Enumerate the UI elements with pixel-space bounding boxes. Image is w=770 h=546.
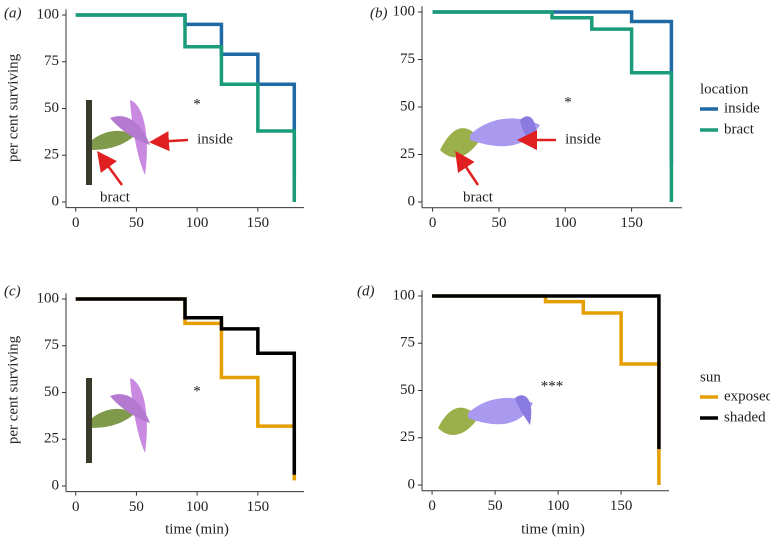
x-tick-label: 50 — [491, 215, 506, 231]
y-tick-label: 25 — [44, 147, 59, 163]
y-tick-label: 0 — [52, 477, 60, 493]
x-tick-label: 0 — [72, 215, 80, 231]
x-tick-label: 150 — [247, 215, 270, 231]
y-tick-label: 100 — [37, 290, 60, 306]
y-tick-label: 25 — [400, 146, 415, 162]
flower-illustration — [440, 116, 540, 158]
y-axis-label: per cent surviving — [5, 335, 21, 444]
flower-illustration — [86, 100, 150, 185]
legend-label: inside — [724, 100, 760, 116]
annotation: inside — [197, 131, 233, 147]
x-tick-label: 50 — [129, 215, 144, 231]
y-tick-label: 100 — [393, 3, 416, 19]
y-tick-label: 100 — [393, 287, 416, 303]
annotation: * — [193, 96, 201, 112]
x-tick-label: 100 — [547, 498, 570, 514]
y-tick-label: 0 — [408, 193, 416, 209]
x-axis-label: time (min) — [165, 521, 229, 537]
x-axis-label: time (min) — [521, 521, 585, 537]
x-tick-label: 150 — [247, 499, 270, 515]
x-tick-label: 100 — [186, 499, 209, 515]
y-tick-label: 0 — [408, 476, 416, 492]
annotation: * — [193, 383, 201, 399]
y-tick-label: 50 — [44, 384, 59, 400]
y-axis-label: per cent surviving — [5, 53, 21, 162]
x-tick-label: 50 — [488, 498, 503, 514]
panel-label: (a) — [4, 5, 22, 21]
annotation: inside — [565, 131, 601, 147]
annotation-arrows — [97, 130, 556, 186]
x-tick-label: 100 — [554, 215, 577, 231]
legend-label: exposed — [724, 388, 770, 404]
legend-label: bract — [724, 121, 755, 137]
survival-curve — [75, 297, 297, 475]
legend-label: shaded — [724, 409, 766, 425]
y-tick-label: 0 — [52, 193, 60, 209]
flower-illustration — [86, 378, 150, 463]
x-tick-label: 50 — [129, 499, 144, 515]
panel-label: (b) — [370, 5, 388, 21]
panel-label: (c) — [4, 283, 21, 299]
y-tick-label: 50 — [400, 382, 415, 398]
x-tick-label: 0 — [428, 498, 436, 514]
y-tick-label: 25 — [44, 431, 59, 447]
legend-title: location — [700, 81, 749, 97]
annotation: bract — [100, 189, 131, 205]
y-tick-label: 75 — [400, 335, 415, 351]
x-tick-label: 0 — [429, 215, 437, 231]
x-tick-label: 150 — [610, 498, 633, 514]
y-tick-label: 50 — [44, 100, 59, 116]
annotation: bract — [463, 189, 494, 205]
survival-curve — [432, 10, 674, 202]
y-tick-label: 75 — [400, 51, 415, 67]
survival-curve — [432, 294, 661, 450]
y-tick-label: 75 — [44, 53, 59, 69]
x-tick-label: 150 — [620, 215, 643, 231]
survival-curve — [432, 294, 661, 486]
flower-illustration — [438, 395, 533, 435]
survival-curve — [75, 13, 297, 202]
annotation: * — [564, 94, 572, 110]
y-tick-label: 50 — [400, 98, 415, 114]
panel-label: (d) — [357, 283, 375, 299]
y-tick-label: 75 — [44, 337, 59, 353]
x-tick-label: 100 — [186, 215, 209, 231]
legend-title: sun — [700, 369, 721, 385]
x-tick-label: 0 — [72, 499, 80, 515]
y-tick-label: 100 — [37, 6, 60, 22]
survival-curve — [75, 297, 297, 481]
annotation: *** — [541, 378, 564, 394]
y-tick-label: 25 — [400, 429, 415, 445]
